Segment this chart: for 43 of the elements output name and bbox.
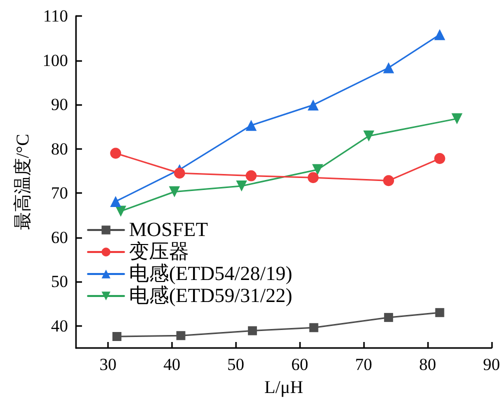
y-tick-label: 90 (51, 95, 68, 114)
point (435, 308, 444, 318)
point (110, 196, 122, 207)
x-tick-label: 60 (291, 355, 308, 374)
x-tick-label: 80 (419, 355, 436, 374)
point (176, 331, 186, 340)
y-tick-label: 40 (51, 316, 68, 336)
x-tick-label: 70 (355, 355, 372, 374)
point (246, 120, 257, 131)
point (246, 170, 257, 182)
legend-label: MOSFET (129, 219, 208, 241)
point (451, 113, 462, 124)
point (384, 312, 394, 322)
legend-label: 电感(ETD54/28/19) (129, 263, 292, 285)
x-tick-label: 90 (483, 355, 500, 374)
point (168, 186, 180, 198)
y-tick-label: 100 (42, 50, 68, 70)
y-tick-label: 70 (51, 184, 68, 203)
point (236, 180, 248, 192)
x-tick-label: 30 (99, 355, 116, 374)
point (434, 153, 446, 164)
legend-label: 变压器 (129, 241, 189, 263)
y-tick-label: 50 (51, 272, 68, 292)
point (312, 164, 324, 176)
point (174, 168, 186, 179)
x-axis-title: L/μH (264, 377, 304, 397)
legend-label: 电感(ETD59/31/22) (129, 285, 292, 307)
point (308, 99, 319, 110)
point (309, 323, 318, 332)
y-axis-title: 最高温度/°C (12, 134, 33, 230)
y-tick-label: 110 (43, 6, 68, 26)
point (434, 29, 446, 40)
point (363, 130, 374, 142)
y-tick-label: 80 (51, 139, 68, 158)
y-tick-label: 60 (51, 228, 68, 247)
point (383, 175, 394, 186)
point (112, 332, 122, 341)
x-tick-label: 50 (227, 355, 244, 374)
point (110, 148, 122, 159)
x-tick-label: 40 (163, 355, 180, 374)
point (308, 172, 319, 184)
point (248, 326, 257, 336)
point (383, 62, 394, 74)
